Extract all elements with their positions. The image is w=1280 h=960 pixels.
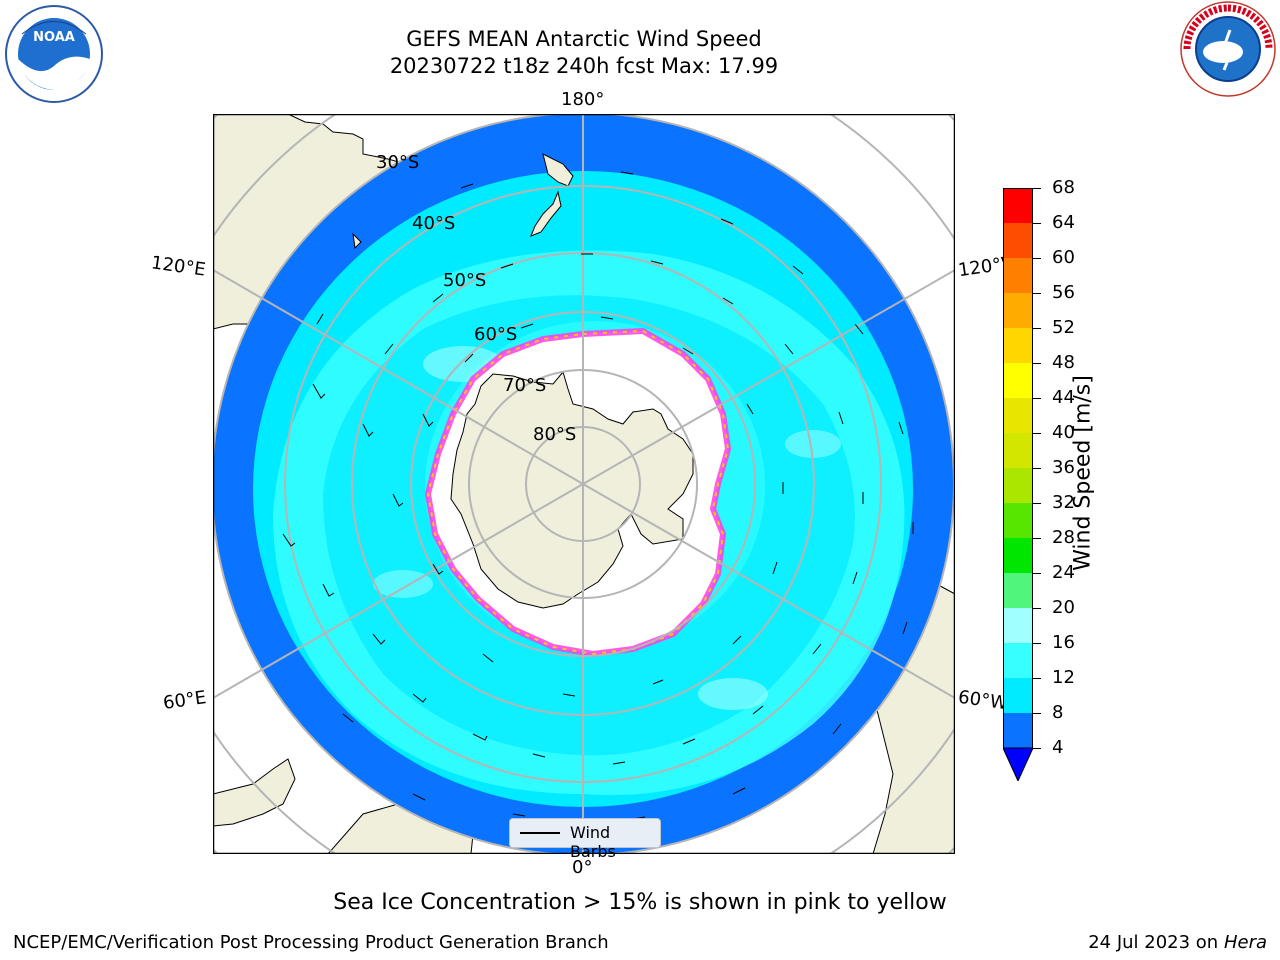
colorbar-tick-label: 32 bbox=[1052, 492, 1075, 513]
colorbar-tick-mark bbox=[1033, 257, 1041, 259]
lon-label-0: 0° bbox=[572, 857, 593, 878]
lon-label-120e: 120°E bbox=[149, 252, 207, 281]
footer-branch: NCEP/EMC/Verification Post Processing Pr… bbox=[13, 932, 609, 953]
footer-host: Hera bbox=[1223, 932, 1267, 953]
colorbar-tick-mark bbox=[1033, 747, 1041, 749]
colorbar-tick-label: 8 bbox=[1052, 702, 1064, 723]
colorbar-tick-mark bbox=[1033, 677, 1041, 679]
colorbar-tick-mark bbox=[1033, 362, 1041, 364]
map-legend: Wind Barbs bbox=[509, 818, 661, 861]
colorbar-tick-mark bbox=[1033, 327, 1041, 329]
colorbar-segment bbox=[1003, 678, 1033, 713]
colorbar-segment bbox=[1003, 293, 1033, 328]
colorbar-tick-label: 64 bbox=[1052, 212, 1075, 233]
colorbar-segment bbox=[1003, 433, 1033, 468]
colorbar-tick-mark bbox=[1033, 537, 1041, 539]
colorbar-segment bbox=[1003, 573, 1033, 608]
colorbar-segment bbox=[1003, 258, 1033, 293]
footer-date: 24 Jul 2023 on Hera bbox=[1088, 932, 1267, 953]
colorbar-segment bbox=[1003, 503, 1033, 538]
lat-label-80s: 80°S bbox=[533, 424, 577, 445]
colorbar-tick-mark bbox=[1033, 572, 1041, 574]
colorbar-segment bbox=[1003, 398, 1033, 433]
colorbar-segment bbox=[1003, 538, 1033, 573]
colorbar-tick-mark bbox=[1033, 502, 1041, 504]
colorbar-tick-label: 68 bbox=[1052, 177, 1075, 198]
colorbar-segment bbox=[1003, 468, 1033, 503]
colorbar-tick-mark bbox=[1033, 432, 1041, 434]
lat-label-50s: 50°S bbox=[443, 270, 487, 291]
nws-logo bbox=[1180, 1, 1276, 97]
colorbar-tick-mark bbox=[1033, 292, 1041, 294]
polar-map bbox=[213, 114, 955, 854]
colorbar-segment bbox=[1003, 188, 1033, 223]
colorbar-segment bbox=[1003, 713, 1033, 748]
colorbar-under-arrow bbox=[1003, 747, 1033, 781]
colorbar-tick-label: 20 bbox=[1052, 597, 1075, 618]
colorbar-tick-label: 16 bbox=[1052, 632, 1075, 653]
colorbar-tick-mark bbox=[1033, 642, 1041, 644]
subtitle-note: Sea Ice Concentration > 15% is shown in … bbox=[333, 890, 947, 915]
colorbar-segment bbox=[1003, 608, 1033, 643]
lon-label-60w: 60°W bbox=[956, 686, 1009, 715]
colorbar-tick-mark bbox=[1033, 712, 1041, 714]
noaa-logo: NOAA bbox=[5, 5, 103, 103]
colorbar-tick-label: 4 bbox=[1052, 737, 1064, 758]
lat-label-40s: 40°S bbox=[412, 213, 456, 234]
colorbar-segment bbox=[1003, 328, 1033, 363]
colorbar-tick-label: 40 bbox=[1052, 422, 1075, 443]
title-line-1: GEFS MEAN Antarctic Wind Speed bbox=[406, 27, 762, 51]
wind-barb-legend-line bbox=[520, 832, 560, 834]
colorbar-tick-label: 24 bbox=[1052, 562, 1075, 583]
colorbar-segment bbox=[1003, 643, 1033, 678]
footer-date-text: 24 Jul 2023 on bbox=[1088, 932, 1224, 953]
lon-label-60e: 60°E bbox=[161, 687, 208, 714]
lon-label-180: 180° bbox=[561, 89, 605, 110]
legend-label: Wind Barbs bbox=[570, 823, 616, 861]
colorbar-tick-mark bbox=[1033, 467, 1041, 469]
colorbar-tick-mark bbox=[1033, 397, 1041, 399]
lat-label-30s: 30°S bbox=[376, 152, 420, 173]
colorbar-tick-label: 36 bbox=[1052, 457, 1075, 478]
colorbar-border bbox=[1003, 188, 1033, 749]
colorbar-tick-mark bbox=[1033, 222, 1041, 224]
lat-label-70s: 70°S bbox=[503, 375, 547, 396]
colorbar-tick-mark bbox=[1033, 607, 1041, 609]
colorbar-tick-label: 44 bbox=[1052, 387, 1075, 408]
colorbar-tick-label: 12 bbox=[1052, 667, 1075, 688]
title-line-2: 20230722 t18z 240h fcst Max: 17.99 bbox=[389, 54, 779, 78]
colorbar-segment bbox=[1003, 223, 1033, 258]
colorbar-tick-label: 56 bbox=[1052, 282, 1075, 303]
colorbar-tick-label: 48 bbox=[1052, 352, 1075, 373]
lat-label-60s: 60°S bbox=[474, 324, 518, 345]
colorbar-tick-label: 60 bbox=[1052, 247, 1075, 268]
colorbar bbox=[1003, 188, 1033, 781]
colorbar-tick-label: 28 bbox=[1052, 527, 1075, 548]
colorbar-tick-mark bbox=[1033, 187, 1041, 189]
colorbar-segment bbox=[1003, 363, 1033, 398]
chart-title: GEFS MEAN Antarctic Wind Speed 20230722 … bbox=[0, 26, 1168, 80]
colorbar-tick-label: 52 bbox=[1052, 317, 1075, 338]
svg-text:NOAA: NOAA bbox=[33, 30, 75, 45]
colorbar-label: Wind Speed [m/s] bbox=[1070, 375, 1096, 571]
